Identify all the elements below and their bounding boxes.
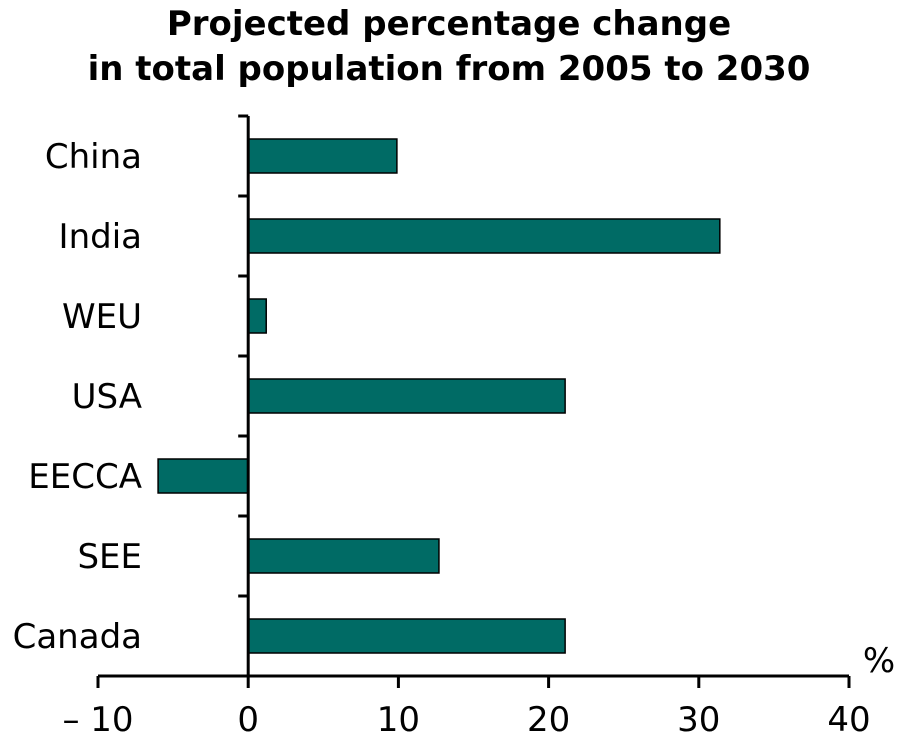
bar-china bbox=[247, 138, 398, 174]
category-label-eecca: EECCA bbox=[28, 457, 142, 497]
category-label-china: China bbox=[45, 137, 142, 177]
bar-usa bbox=[247, 378, 566, 414]
category-label-usa: USA bbox=[72, 377, 142, 417]
x-tick-label: 40 bbox=[827, 700, 870, 736]
x-tick-label: 30 bbox=[677, 700, 720, 736]
x-axis-unit-label: % bbox=[863, 641, 895, 681]
x-tick-label: 20 bbox=[527, 700, 570, 736]
bar-india bbox=[247, 218, 721, 254]
bar-eecca bbox=[157, 458, 249, 494]
chart-title: Projected percentage change in total pop… bbox=[0, 2, 898, 92]
category-label-weu: WEU bbox=[62, 297, 142, 337]
category-label-canada: Canada bbox=[13, 617, 142, 657]
x-tick-label: – 10 bbox=[62, 700, 133, 736]
x-tick-label: 0 bbox=[237, 700, 259, 736]
category-label-see: SEE bbox=[77, 537, 142, 577]
bar-see bbox=[247, 538, 440, 574]
bar-weu bbox=[247, 298, 267, 334]
chart-title-line-2: in total population from 2005 to 2030 bbox=[87, 49, 811, 89]
chart-title-line-1: Projected percentage change bbox=[166, 4, 732, 44]
x-tick-label: 10 bbox=[377, 700, 420, 736]
category-label-india: India bbox=[59, 217, 142, 257]
bar-canada bbox=[247, 618, 566, 654]
